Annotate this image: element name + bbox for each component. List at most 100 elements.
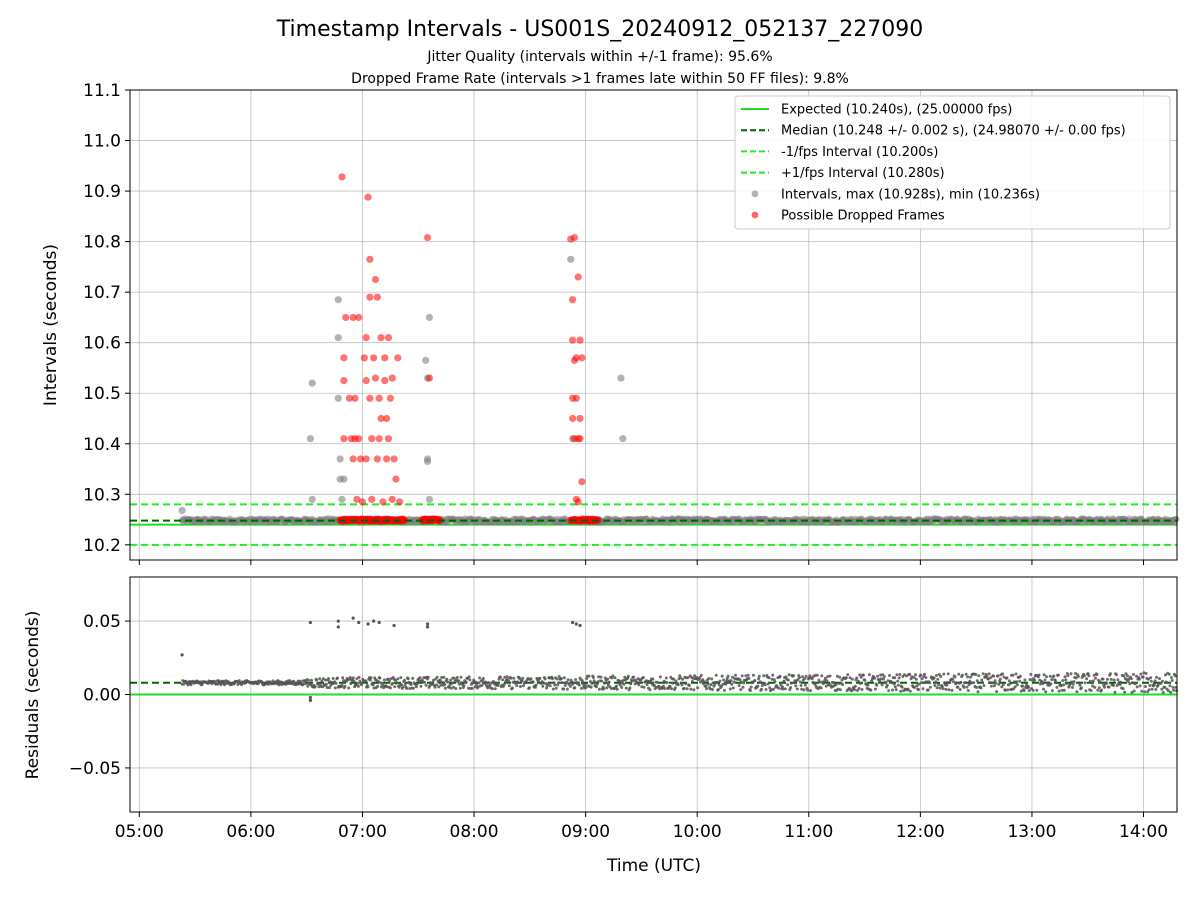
residual-point: [435, 675, 439, 679]
residual-point: [617, 679, 621, 683]
residual-point: [1139, 672, 1143, 676]
residual-point: [534, 683, 538, 687]
chart-subtitle-dropped: Dropped Frame Rate (intervals >1 frames …: [351, 71, 849, 87]
residual-point: [1045, 675, 1048, 679]
interval-point: [308, 495, 316, 503]
residual-point: [1055, 685, 1059, 689]
dropped-frame-point: [578, 478, 586, 486]
residual-point: [808, 674, 812, 678]
residual-point: [577, 681, 581, 685]
legend-marker: [751, 190, 759, 198]
y-tick-label: 10.6: [83, 334, 121, 354]
residual-point: [651, 677, 655, 681]
residual-point: [419, 684, 423, 688]
residual-point: [605, 686, 609, 690]
residual-point: [1143, 685, 1147, 689]
residual-point: [1134, 681, 1138, 685]
residual-point: [858, 673, 862, 677]
residual-point: [388, 679, 392, 683]
residual-point: [376, 684, 380, 688]
residual-point: [304, 682, 308, 686]
x-axis-label: Time (UTC): [606, 856, 701, 876]
interval-point: [425, 313, 434, 322]
residual-point: [599, 675, 603, 679]
residual-point: [899, 689, 903, 693]
residual-point: [553, 683, 557, 687]
residual-point: [1113, 690, 1117, 694]
residual-point: [1072, 680, 1076, 684]
dropped-frame-point: [349, 455, 357, 463]
residual-point: [327, 686, 331, 690]
residual-point: [908, 672, 912, 676]
residual-point: [343, 684, 347, 688]
legend-label: +1/fps Interval (10.280s): [781, 166, 945, 181]
residual-point: [815, 673, 819, 677]
chart-title: Timestamp Intervals - US001S_20240912_05…: [276, 17, 923, 42]
residual-point: [850, 677, 854, 681]
residual-point: [1007, 679, 1011, 683]
residual-point: [1093, 685, 1097, 689]
residual-point: [751, 673, 755, 677]
residual-point: [844, 676, 848, 680]
residual-point: [445, 677, 449, 681]
residual-point: [403, 678, 406, 682]
residual-point: [394, 678, 398, 682]
residual-point: [555, 677, 559, 681]
residual-point: [306, 684, 310, 688]
residual-point: [739, 688, 743, 692]
residual-point: [620, 686, 624, 689]
residual-point: [832, 681, 836, 684]
dropped-frame-point: [576, 435, 584, 443]
residual-point: [573, 686, 577, 690]
interval-point: [567, 255, 575, 263]
residual-point: [1004, 688, 1007, 692]
y-tick-label: 10.4: [83, 435, 121, 455]
residual-point: [1144, 672, 1148, 675]
residual-point: [480, 683, 484, 687]
residual-point: [1158, 677, 1161, 681]
residual-point: [414, 685, 418, 689]
residual-point: [391, 681, 395, 685]
residual-point: [440, 680, 444, 684]
residual-point: [992, 684, 996, 688]
residual-point: [982, 684, 986, 688]
residual-point: [958, 688, 962, 691]
residual-point: [824, 684, 828, 688]
residual-point: [802, 688, 806, 692]
residual-point: [801, 675, 804, 679]
residual-point: [803, 677, 807, 681]
residual-point: [525, 681, 528, 685]
y-tick-label: 10.8: [83, 233, 121, 253]
residual-point: [189, 683, 193, 687]
residual-point: [891, 688, 894, 692]
dropped-frame-point: [362, 455, 370, 463]
residual-point: [1063, 675, 1067, 679]
dropped-frame-point: [384, 435, 393, 443]
residual-point: [993, 679, 997, 683]
residual-point: [411, 676, 415, 680]
residual-point: [355, 677, 359, 681]
dropped-frame-point: [578, 354, 586, 362]
residual-point: [742, 681, 746, 685]
residual-point: [623, 675, 627, 679]
residual-point: [1076, 675, 1080, 678]
residual-point: [356, 684, 360, 688]
x-tick-label: 11:00: [784, 822, 833, 842]
residual-point: [1114, 673, 1118, 677]
residual-point: [732, 680, 736, 684]
residual-point: [481, 677, 485, 680]
residual-point: [798, 680, 802, 684]
residual-point: [935, 686, 939, 690]
residual-point: [452, 676, 456, 680]
residual-point: [382, 678, 386, 682]
residual-point: [536, 679, 540, 683]
residual-point: [447, 685, 451, 689]
y-tick-label: 10.5: [83, 384, 121, 404]
residual-point: [809, 689, 813, 693]
residual-point: [926, 688, 930, 692]
dropped-frame-point: [373, 455, 381, 463]
residual-point: [1116, 678, 1120, 682]
residual-point: [837, 682, 841, 685]
residual-point: [908, 689, 912, 693]
residual-point: [611, 674, 615, 678]
